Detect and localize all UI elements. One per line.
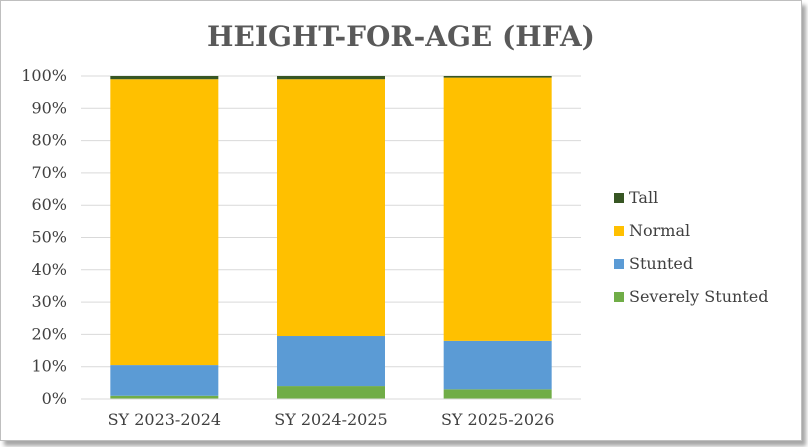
bar-segment <box>443 77 552 341</box>
bar-segment <box>110 365 219 396</box>
legend-swatch <box>614 226 624 236</box>
y-tick-label: 20% <box>31 324 67 343</box>
chart-title: HEIGHT-FOR-AGE (HFA) <box>207 20 595 53</box>
y-tick-label: 100% <box>21 66 67 85</box>
y-tick-label: 70% <box>31 163 67 182</box>
bar-segment <box>277 76 385 80</box>
y-tick-label: 0% <box>42 389 67 408</box>
y-tick-label: 90% <box>31 98 67 117</box>
y-tick-label: 60% <box>31 195 67 214</box>
bar-segment <box>277 386 385 399</box>
legend-label: Normal <box>629 221 690 240</box>
legend-swatch <box>614 259 624 269</box>
legend-label: Tall <box>629 188 658 207</box>
bar-segment <box>110 76 219 80</box>
legend-swatch <box>614 193 624 203</box>
bar-segment <box>443 340 552 390</box>
hfa-chart: HEIGHT-FOR-AGE (HFA) 0% 10% 20% 30% 40% 50% 60… <box>21 20 768 429</box>
legend-label: Severely Stunted <box>629 287 768 306</box>
bar-segment <box>443 76 552 78</box>
x-axis: SY 2023-2024 SY 2024-2025 SY 2025-2026 <box>81 398 581 429</box>
bar-segment <box>277 79 385 337</box>
bar-segment <box>277 336 385 387</box>
y-tick-label: 40% <box>31 260 67 279</box>
y-tick-label: 50% <box>31 228 67 247</box>
legend: Tall Normal Stunted Severely Stunted <box>614 188 768 306</box>
legend-swatch <box>614 292 624 302</box>
x-category-label: SY 2025-2026 <box>441 410 554 429</box>
y-tick-label: 10% <box>31 357 67 376</box>
y-tick-label: 30% <box>31 292 67 311</box>
x-category-label: SY 2023-2024 <box>108 410 221 429</box>
x-category-label: SY 2024-2025 <box>274 410 387 429</box>
chart-frame: HEIGHT-FOR-AGE (HFA) 0% 10% 20% 30% 40% 50% 60… <box>0 0 802 441</box>
y-tick-label: 80% <box>31 131 67 150</box>
bars <box>110 76 552 399</box>
bar-segment <box>443 389 552 399</box>
bar-segment <box>110 79 219 366</box>
y-axis: 0% 10% 20% 30% 40% 50% 60% 70% 80% 90% 100% <box>21 66 67 408</box>
bar-segment <box>110 395 219 399</box>
legend-label: Stunted <box>629 254 693 273</box>
